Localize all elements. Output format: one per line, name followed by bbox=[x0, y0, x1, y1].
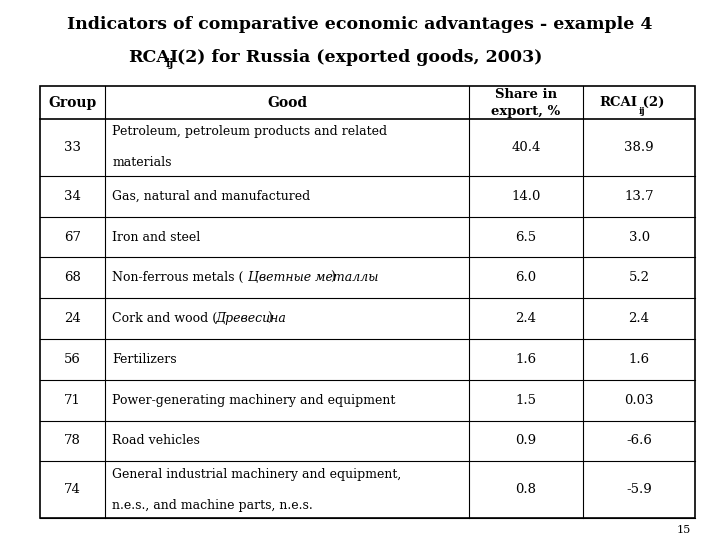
Text: 34: 34 bbox=[64, 190, 81, 203]
Text: (2) for Russia (exported goods, 2003): (2) for Russia (exported goods, 2003) bbox=[171, 49, 543, 65]
Text: 40.4: 40.4 bbox=[511, 141, 541, 154]
Text: (2): (2) bbox=[639, 96, 665, 109]
Text: ): ) bbox=[330, 271, 336, 285]
Text: 13.7: 13.7 bbox=[624, 190, 654, 203]
Text: 6.5: 6.5 bbox=[516, 231, 536, 244]
Text: 2.4: 2.4 bbox=[629, 312, 649, 325]
Text: Древесина: Древесина bbox=[215, 312, 286, 325]
Bar bbox=[40, 86, 695, 518]
Text: ij: ij bbox=[166, 58, 174, 69]
Text: General industrial machinery and equipment,: General industrial machinery and equipme… bbox=[112, 468, 402, 481]
Text: 2.4: 2.4 bbox=[516, 312, 536, 325]
Text: Road vehicles: Road vehicles bbox=[112, 434, 200, 448]
Text: 24: 24 bbox=[64, 312, 81, 325]
Text: 74: 74 bbox=[64, 483, 81, 496]
Text: 33: 33 bbox=[64, 141, 81, 154]
Text: 15: 15 bbox=[677, 525, 691, 535]
Text: 68: 68 bbox=[64, 271, 81, 285]
Text: 71: 71 bbox=[64, 394, 81, 407]
Text: Fertilizers: Fertilizers bbox=[112, 353, 177, 366]
Text: 5.2: 5.2 bbox=[629, 271, 649, 285]
Text: -5.9: -5.9 bbox=[626, 483, 652, 496]
Text: 56: 56 bbox=[64, 353, 81, 366]
Text: Cork and wood (: Cork and wood ( bbox=[112, 312, 217, 325]
Text: 0.03: 0.03 bbox=[624, 394, 654, 407]
Text: n.e.s., and machine parts, n.e.s.: n.e.s., and machine parts, n.e.s. bbox=[112, 499, 313, 512]
Text: 6.0: 6.0 bbox=[516, 271, 536, 285]
Text: -6.6: -6.6 bbox=[626, 434, 652, 448]
Text: Petroleum, petroleum products and related: Petroleum, petroleum products and relate… bbox=[112, 125, 387, 138]
Text: Share in
export, %: Share in export, % bbox=[492, 87, 561, 118]
Text: Power-generating machinery and equipment: Power-generating machinery and equipment bbox=[112, 394, 396, 407]
Text: RCAI: RCAI bbox=[128, 49, 178, 65]
Text: 3.0: 3.0 bbox=[629, 231, 649, 244]
Text: Цветные металлы: Цветные металлы bbox=[248, 271, 378, 285]
Text: Gas, natural and manufactured: Gas, natural and manufactured bbox=[112, 190, 310, 203]
Text: Group: Group bbox=[48, 96, 96, 110]
Text: 78: 78 bbox=[64, 434, 81, 448]
Text: 1.5: 1.5 bbox=[516, 394, 536, 407]
Text: ): ) bbox=[267, 312, 272, 325]
Text: materials: materials bbox=[112, 156, 172, 169]
Text: 0.8: 0.8 bbox=[516, 483, 536, 496]
Text: 0.9: 0.9 bbox=[516, 434, 536, 448]
Text: ij: ij bbox=[639, 107, 645, 116]
Text: Iron and steel: Iron and steel bbox=[112, 231, 201, 244]
Text: RCAI: RCAI bbox=[599, 96, 637, 109]
Text: 1.6: 1.6 bbox=[629, 353, 649, 366]
Text: 14.0: 14.0 bbox=[511, 190, 541, 203]
Text: 38.9: 38.9 bbox=[624, 141, 654, 154]
Text: Non-ferrous metals (: Non-ferrous metals ( bbox=[112, 271, 244, 285]
Text: 67: 67 bbox=[64, 231, 81, 244]
Text: Good: Good bbox=[267, 96, 307, 110]
Text: 1.6: 1.6 bbox=[516, 353, 536, 366]
Text: Indicators of comparative economic advantages - example 4: Indicators of comparative economic advan… bbox=[67, 16, 653, 33]
